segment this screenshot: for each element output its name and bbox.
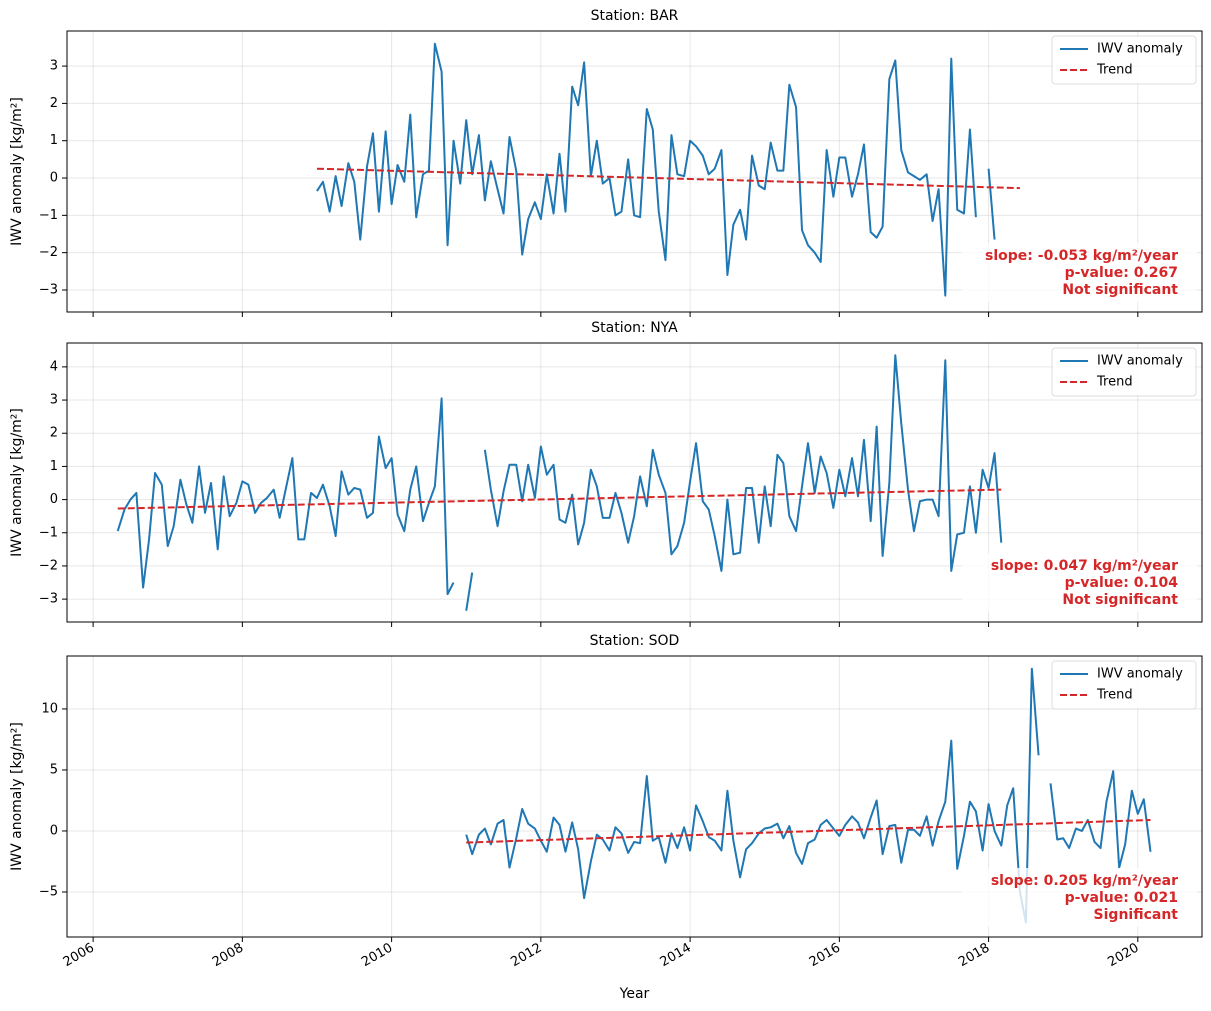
data-line (116, 354, 1003, 611)
y-axis-label: IWV anomaly [kg/m²] (9, 97, 25, 246)
y-tick-label: 3 (50, 59, 58, 74)
annotation-text: p-value: 0.267 (1065, 265, 1178, 281)
x-tick-label: 2006 (61, 941, 97, 971)
axes-frame (66, 342, 1203, 623)
trend-line (316, 167, 1020, 190)
y-tick-label: 1 (50, 133, 58, 148)
annotation-text: p-value: 0.104 (1065, 575, 1179, 591)
annotation-text: slope: -0.053 kg/m²/year (985, 248, 1178, 264)
x-axis-label: Year (619, 986, 650, 1002)
x-tick-label: 2020 (1105, 941, 1141, 971)
y-tick-label: −3 (39, 282, 58, 297)
legend-label: Trend (1096, 375, 1133, 390)
x-tick-label: 2014 (658, 941, 694, 971)
x-tick-label: 2018 (956, 941, 992, 971)
legend-label: Trend (1096, 688, 1133, 703)
y-tick-label: −1 (39, 525, 58, 540)
annotation-box (962, 243, 1197, 302)
trend-line (466, 818, 1151, 844)
annotation-box (962, 553, 1197, 612)
y-tick-label: 0 (50, 823, 58, 838)
y-tick-label: 1 (50, 459, 58, 474)
y-axis-label: IWV anomaly [kg/m²] (9, 408, 25, 557)
legend-label: IWV anomaly (1097, 667, 1183, 682)
y-tick-label: 10 (41, 701, 58, 716)
y-tick-label: 2 (50, 96, 58, 111)
axes-frame (66, 30, 1203, 313)
y-tick-label: 0 (50, 492, 58, 507)
annotation-text: Significant (1094, 907, 1179, 923)
panel-title: Station: NYA (591, 320, 678, 336)
axes-frame (66, 655, 1203, 938)
annotation-text: Not significant (1062, 282, 1178, 298)
y-tick-label: 0 (50, 171, 58, 186)
y-tick-label: −1 (39, 208, 58, 223)
annotation-text: slope: 0.205 kg/m²/year (991, 873, 1178, 889)
y-tick-label: 5 (50, 762, 58, 777)
y-tick-label: −5 (39, 884, 58, 899)
annotation-text: slope: 0.047 kg/m²/year (991, 558, 1178, 574)
panel-title: Station: SOD (590, 633, 680, 649)
annotation-text: p-value: 0.021 (1065, 890, 1178, 906)
y-tick-label: −2 (39, 558, 58, 573)
x-tick-label: 2012 (508, 941, 544, 971)
y-tick-label: 3 (50, 393, 58, 408)
x-tick-label: 2016 (807, 941, 843, 971)
legend-label: Trend (1096, 63, 1133, 78)
y-tick-label: −3 (39, 592, 58, 607)
panel-title: Station: BAR (591, 8, 679, 24)
annotation-text: Not significant (1062, 592, 1178, 608)
legend-label: IWV anomaly (1097, 42, 1183, 57)
y-tick-label: 4 (50, 359, 58, 374)
y-axis-label: IWV anomaly [kg/m²] (9, 722, 25, 871)
data-line (465, 667, 1152, 924)
y-tick-label: 2 (50, 426, 58, 441)
legend-label: IWV anomaly (1097, 354, 1183, 369)
annotation-box (962, 868, 1197, 927)
y-tick-label: −2 (39, 245, 58, 260)
x-tick-label: 2010 (359, 941, 395, 971)
data-line (316, 42, 996, 297)
x-tick-label: 2008 (210, 941, 246, 971)
trend-line (117, 488, 1002, 510)
